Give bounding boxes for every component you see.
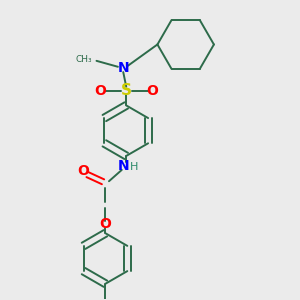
- Text: H: H: [130, 162, 139, 172]
- Text: S: S: [121, 83, 132, 98]
- Text: O: O: [100, 217, 111, 231]
- Text: O: O: [94, 84, 106, 98]
- Text: O: O: [146, 84, 158, 98]
- Text: N: N: [118, 159, 130, 173]
- Text: O: O: [77, 164, 89, 178]
- Text: N: N: [117, 61, 129, 75]
- Text: CH₃: CH₃: [75, 56, 92, 64]
